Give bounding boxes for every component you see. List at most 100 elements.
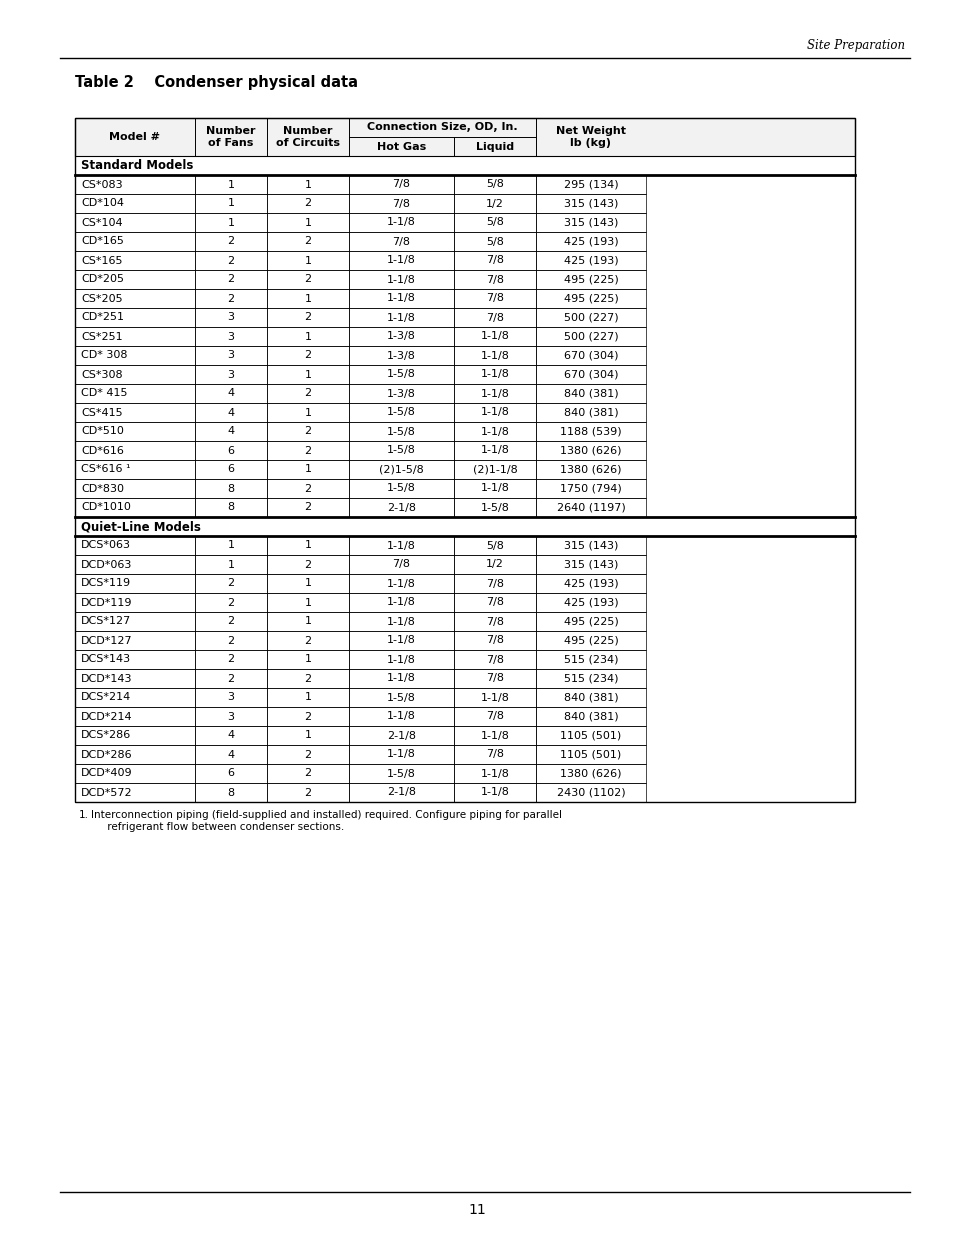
Text: CD*165: CD*165	[81, 236, 124, 247]
Bar	[454, 346, 536, 366]
Text: 7/8: 7/8	[392, 199, 410, 209]
Text: 2: 2	[227, 256, 234, 266]
Text: 1-1/8: 1-1/8	[387, 636, 416, 646]
Bar	[267, 593, 349, 613]
Text: (2)1-1/8: (2)1-1/8	[472, 464, 517, 474]
Text: 2: 2	[304, 274, 312, 284]
Bar	[267, 194, 349, 212]
Bar	[267, 631, 349, 650]
Bar	[75, 270, 854, 289]
Text: 6: 6	[227, 464, 234, 474]
Text: 1.: 1.	[79, 810, 89, 820]
Text: 1380 (626): 1380 (626)	[559, 768, 621, 778]
Text: 425 (193): 425 (193)	[563, 578, 618, 589]
Bar	[75, 212, 854, 232]
Bar	[536, 327, 645, 346]
Text: Standard Models: Standard Models	[81, 159, 193, 172]
Bar	[349, 308, 454, 327]
Bar	[75, 289, 194, 308]
Text: 1: 1	[304, 408, 312, 417]
Text: 8: 8	[227, 503, 234, 513]
Bar	[75, 327, 854, 346]
Bar	[349, 669, 454, 688]
Bar	[267, 270, 349, 289]
Bar	[194, 479, 267, 498]
Text: 1-3/8: 1-3/8	[387, 389, 416, 399]
Bar	[75, 650, 854, 669]
Bar	[75, 232, 194, 251]
Bar	[75, 346, 194, 366]
Text: 7/8: 7/8	[485, 655, 503, 664]
Bar	[75, 194, 854, 212]
Text: 3: 3	[227, 312, 234, 322]
Bar	[454, 251, 536, 270]
Text: 1-1/8: 1-1/8	[387, 578, 416, 589]
Bar	[536, 232, 645, 251]
Bar	[75, 517, 854, 536]
Text: 515 (234): 515 (234)	[563, 655, 618, 664]
Text: 1-5/8: 1-5/8	[387, 768, 416, 778]
Bar	[75, 156, 854, 175]
Bar	[349, 555, 454, 574]
Text: 1-5/8: 1-5/8	[387, 369, 416, 379]
Text: 2: 2	[227, 598, 234, 608]
Bar	[267, 232, 349, 251]
Text: 2: 2	[304, 236, 312, 247]
Bar	[267, 251, 349, 270]
Bar	[75, 119, 854, 156]
Bar	[267, 764, 349, 783]
Bar	[454, 479, 536, 498]
Text: 7/8: 7/8	[485, 636, 503, 646]
Bar	[75, 232, 854, 251]
Bar	[349, 366, 454, 384]
Bar	[75, 251, 854, 270]
Text: CD*251: CD*251	[81, 312, 124, 322]
Text: 1105 (501): 1105 (501)	[559, 730, 621, 741]
Bar	[349, 270, 454, 289]
Text: 1: 1	[304, 464, 312, 474]
Bar	[536, 422, 645, 441]
Bar	[536, 384, 645, 403]
Bar	[536, 764, 645, 783]
Bar	[75, 706, 194, 726]
Bar	[349, 194, 454, 212]
Text: 425 (193): 425 (193)	[563, 598, 618, 608]
Bar	[194, 783, 267, 802]
Bar	[349, 706, 454, 726]
Bar	[349, 764, 454, 783]
Bar	[194, 650, 267, 669]
Text: 1-5/8: 1-5/8	[387, 408, 416, 417]
Text: 1/2: 1/2	[485, 559, 503, 569]
Text: Hot Gas: Hot Gas	[376, 142, 426, 152]
Text: 1-1/8: 1-1/8	[387, 274, 416, 284]
Text: 2: 2	[227, 616, 234, 626]
Text: 3: 3	[227, 331, 234, 342]
Text: 7/8: 7/8	[485, 673, 503, 683]
Text: DCS*119: DCS*119	[81, 578, 131, 589]
Bar	[75, 706, 854, 726]
Text: CS*165: CS*165	[81, 256, 122, 266]
Bar	[349, 745, 454, 764]
Bar	[454, 403, 536, 422]
Text: 1: 1	[304, 693, 312, 703]
Bar	[267, 327, 349, 346]
Text: DCD*572: DCD*572	[81, 788, 132, 798]
Bar	[75, 403, 194, 422]
Text: Connection Size, OD, In.: Connection Size, OD, In.	[367, 122, 517, 132]
Bar	[267, 422, 349, 441]
Bar	[194, 366, 267, 384]
Text: 1: 1	[227, 199, 234, 209]
Text: 2: 2	[304, 446, 312, 456]
Bar	[267, 175, 349, 194]
Text: Number
of Circuits: Number of Circuits	[275, 126, 339, 148]
Text: 500 (227): 500 (227)	[563, 331, 618, 342]
Bar	[75, 536, 854, 555]
Bar	[454, 688, 536, 706]
Text: 1: 1	[304, 331, 312, 342]
Bar	[454, 175, 536, 194]
Bar	[75, 479, 854, 498]
Bar	[75, 366, 194, 384]
Text: 1105 (501): 1105 (501)	[559, 750, 621, 760]
Bar	[194, 688, 267, 706]
Bar	[194, 745, 267, 764]
